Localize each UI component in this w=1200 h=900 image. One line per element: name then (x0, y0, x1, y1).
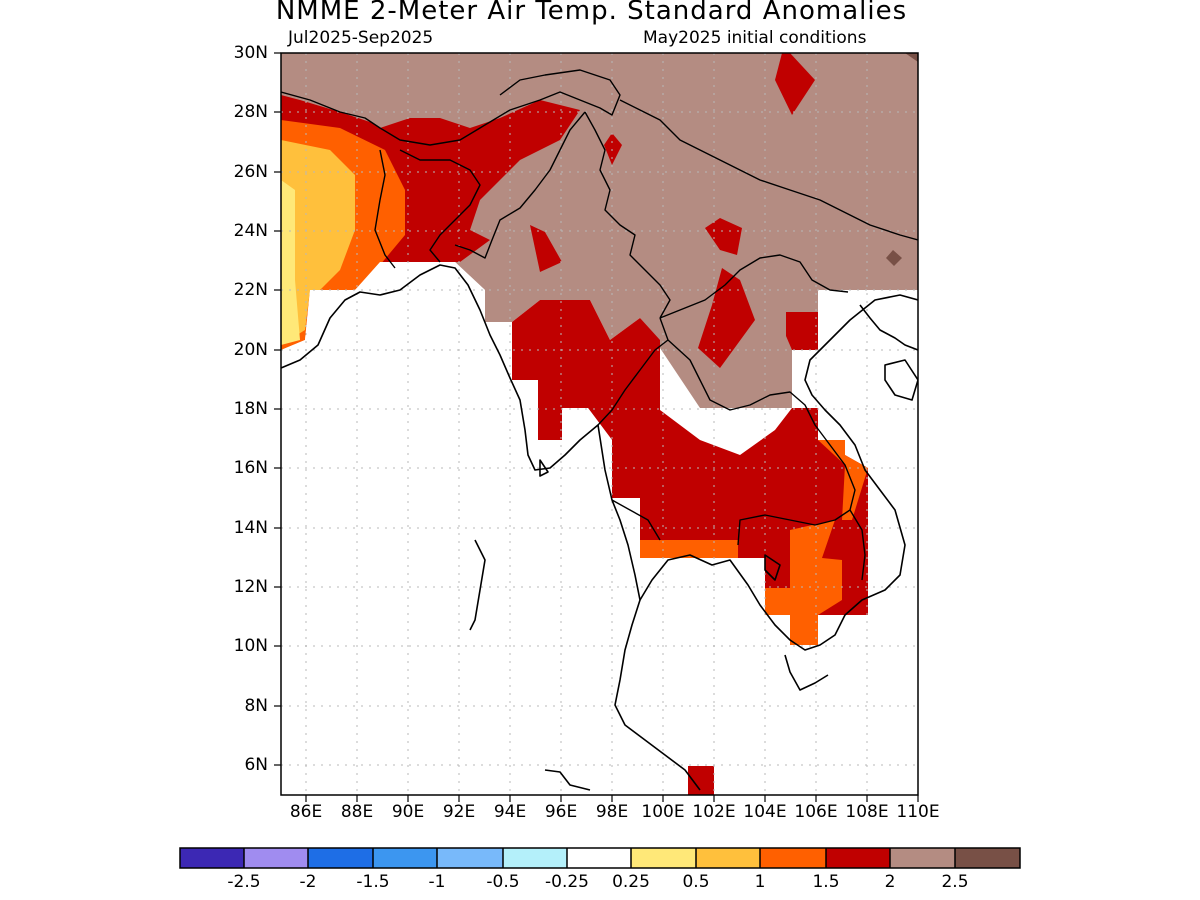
lon-label: 102E (692, 802, 736, 822)
colorbar-label: 1.5 (812, 872, 840, 892)
colorbar-label: 0.5 (682, 872, 710, 892)
lon-label: 100E (641, 802, 685, 822)
colorbar-swatch (826, 848, 890, 868)
anomaly-patch-orange (765, 520, 842, 645)
colorbar-swatch (760, 848, 826, 868)
lon-label: 88E (340, 802, 374, 822)
colorbar-label: -2 (299, 872, 317, 892)
lat-label: 30N (233, 43, 268, 63)
anomaly-patch-darkred (786, 312, 818, 350)
colorbar-swatch (308, 848, 373, 868)
lon-label: 98E (595, 802, 629, 822)
lat-label: 18N (233, 399, 268, 419)
coastlines (281, 264, 918, 791)
lon-label: 108E (845, 802, 889, 822)
lon-label: 90E (391, 802, 425, 822)
plot-frame (280, 52, 919, 796)
lat-label: 22N (233, 280, 268, 300)
colorbar-label: 1 (754, 872, 766, 892)
chart-subtitle-init: May2025 initial conditions (643, 28, 867, 48)
lat-label: 16N (233, 458, 268, 478)
colorbar-swatch (567, 848, 631, 868)
colorbar-swatch (955, 848, 1020, 868)
lat-label: 14N (233, 518, 268, 538)
anomaly-field (281, 53, 918, 795)
colorbar-swatch (244, 848, 308, 868)
anomaly-patch-darkred (604, 133, 622, 165)
colorbar-swatch (180, 848, 244, 868)
anomaly-patch-darkred (775, 53, 815, 115)
anomaly-patch-darkred (688, 766, 714, 795)
lat-label: 8N (244, 696, 268, 716)
axis-ticks (274, 52, 919, 802)
lon-label: 106E (794, 802, 838, 822)
masked-cell (281, 262, 818, 795)
anomaly-region-yellow (281, 180, 300, 345)
anomaly-patch-orange (818, 440, 868, 520)
colorbar-swatch (437, 848, 503, 868)
colorbar-label: -0.25 (545, 872, 589, 892)
anomaly-patch-darkred (705, 218, 742, 255)
anomaly-region-lightorange (281, 140, 355, 345)
colorbar-swatch (631, 848, 696, 868)
colorbar-swatch (696, 848, 760, 868)
colorbar-label: -2.5 (227, 872, 261, 892)
lon-label: 94E (493, 802, 527, 822)
lon-label: 86E (289, 802, 323, 822)
anomaly-patch-darkbrown (905, 53, 918, 62)
lat-label: 26N (233, 162, 268, 182)
colorbar-label: 0.25 (612, 872, 650, 892)
lat-label: 20N (233, 340, 268, 360)
colorbar-label: 2.5 (941, 872, 969, 892)
chart-title: NMME 2-Meter Air Temp. Standard Anomalie… (275, 0, 908, 26)
anomaly-patch-orange (640, 540, 738, 558)
lon-label: 96E (544, 802, 578, 822)
lat-label: 24N (233, 221, 268, 241)
colorbar-label: -1 (428, 872, 446, 892)
masked-cell (818, 290, 918, 795)
anomaly-patch-darkred (698, 268, 755, 368)
colorbar-label: -1.5 (356, 872, 390, 892)
colorbar-label: -0.5 (486, 872, 520, 892)
colorbar-swatch (373, 848, 437, 868)
lat-label: 10N (233, 636, 268, 656)
colorbar (179, 847, 1021, 869)
lat-label: 6N (244, 755, 268, 775)
anomaly-patch-darkbrown (886, 250, 902, 266)
anomaly-patch-darkred (530, 225, 562, 272)
lon-label: 104E (743, 802, 787, 822)
colorbar-label: 2 (884, 872, 896, 892)
country-borders (281, 69, 918, 581)
lat-label: 12N (233, 577, 268, 597)
lat-label: 28N (233, 102, 268, 122)
colorbar-swatch (890, 848, 955, 868)
lon-label: 110E (896, 802, 940, 822)
chart-subtitle-period: Jul2025-Sep2025 (288, 28, 434, 48)
lon-label: 92E (442, 802, 476, 822)
colorbar-swatch (503, 848, 567, 868)
